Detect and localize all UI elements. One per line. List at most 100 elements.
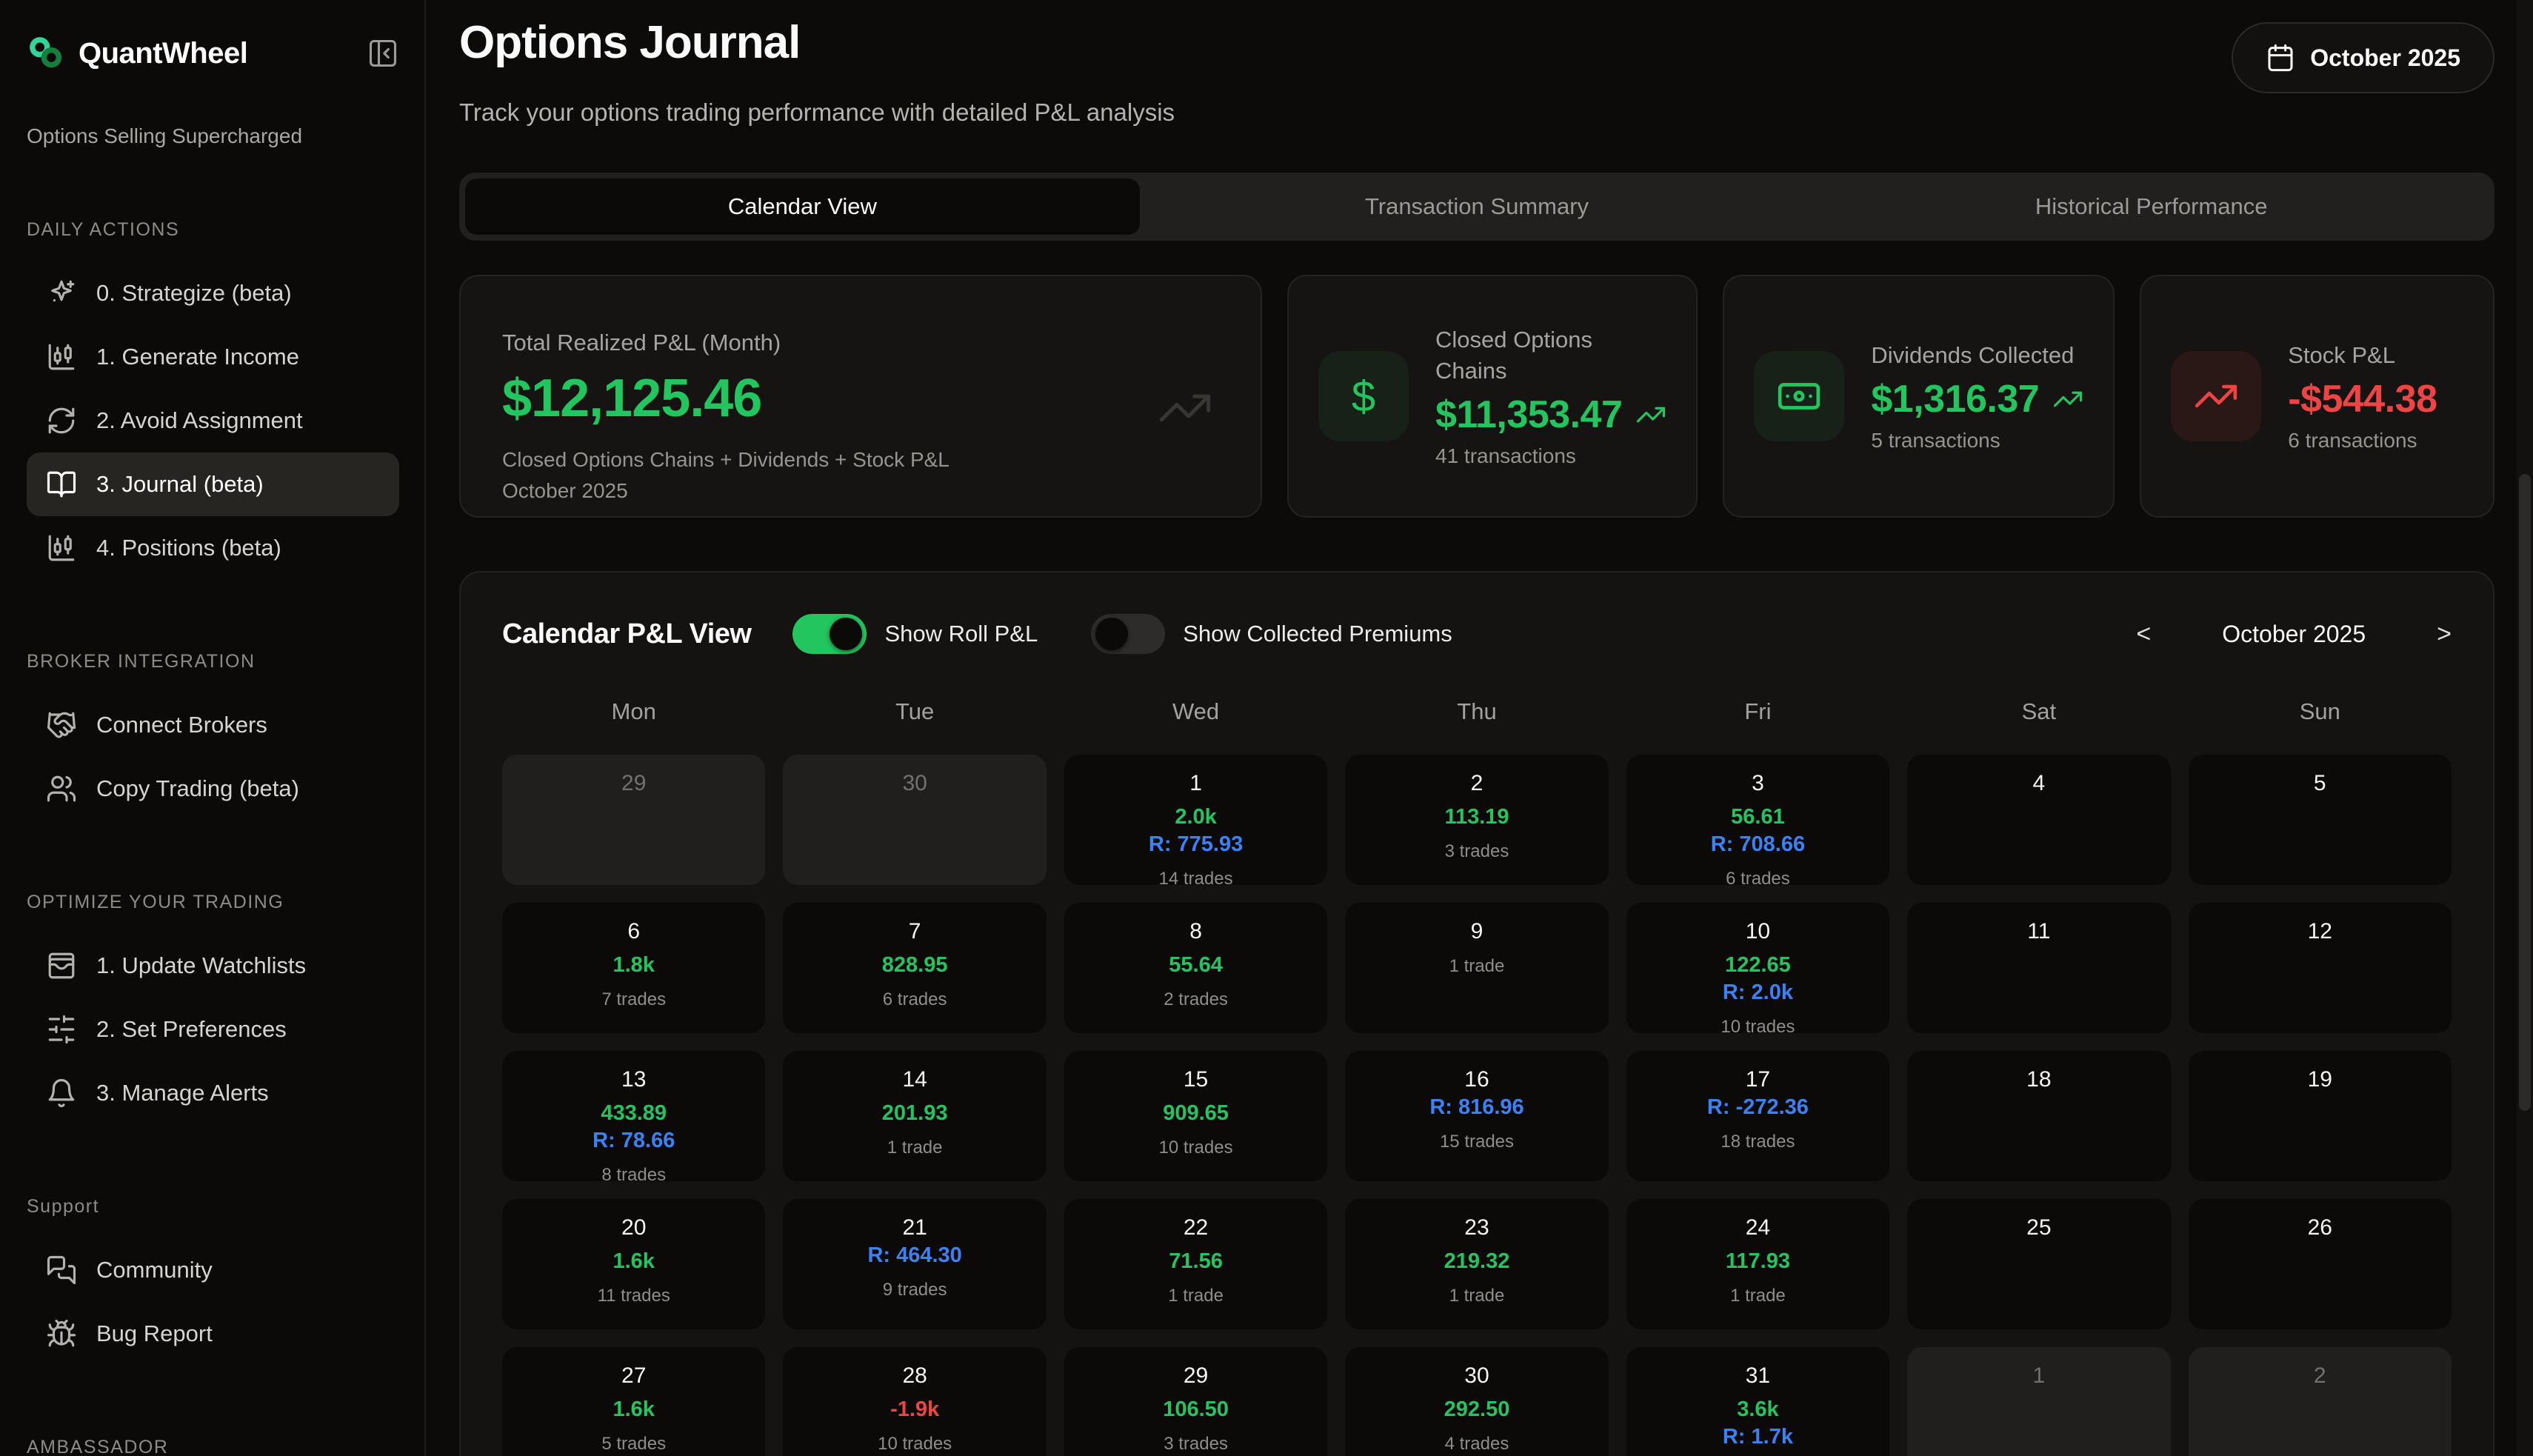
calendar-day-cell[interactable]: 2271.561 trade xyxy=(1064,1199,1327,1329)
calendar-day-cell[interactable]: 313.6kR: 1.7k18 trades xyxy=(1626,1347,1889,1456)
calendar-day-cell[interactable]: 201.6k11 trades xyxy=(502,1199,765,1329)
sidebar-item-connect-brokers[interactable]: Connect Brokers xyxy=(27,693,399,757)
calendar-day-cell[interactable]: 61.8k7 trades xyxy=(502,903,765,1033)
sidebar-item-3-journal-beta[interactable]: 3. Journal (beta) xyxy=(27,453,399,516)
day-trade-count: 5 trades xyxy=(601,1434,666,1455)
calendar-day-cell[interactable]: 21R: 464.309 trades xyxy=(783,1199,1046,1329)
day-number: 30 xyxy=(902,771,927,796)
day-number: 25 xyxy=(2026,1215,2051,1240)
calendar-day-cell[interactable]: 25 xyxy=(1907,1199,2170,1329)
sidebar-item-copy-trading-beta[interactable]: Copy Trading (beta) xyxy=(27,757,399,821)
day-number: 7 xyxy=(909,919,921,944)
calendar-day-cell[interactable]: 17R: -272.3618 trades xyxy=(1626,1051,1889,1181)
calendar-day-cell[interactable]: 14201.931 trade xyxy=(783,1051,1046,1181)
page-header-text: Options Journal Track your options tradi… xyxy=(459,16,1175,127)
day-number: 29 xyxy=(1184,1363,1208,1389)
day-roll-pnl: R: 816.96 xyxy=(1429,1095,1524,1120)
calendar-day-cell[interactable]: 24117.931 trade xyxy=(1626,1199,1889,1329)
toggle-show-collected-premiums[interactable]: Show Collected Premiums xyxy=(1091,614,1452,654)
calendar-day-cell[interactable]: 4 xyxy=(1907,755,2170,885)
sidebar-item-community[interactable]: Community xyxy=(27,1238,399,1302)
candlestick-chart-icon xyxy=(46,532,77,564)
sidebar-item-label: Community xyxy=(96,1257,213,1283)
sidebar-collapse-button[interactable] xyxy=(367,37,399,70)
day-number: 24 xyxy=(1746,1215,1770,1240)
day-trade-count: 14 trades xyxy=(1159,869,1233,889)
calendar-day-cell[interactable]: 356.61R: 708.666 trades xyxy=(1626,755,1889,885)
sidebar-item-label: 3. Journal (beta) xyxy=(96,471,264,498)
day-pnl: 201.93 xyxy=(882,1101,948,1126)
day-number: 1 xyxy=(1189,771,1202,796)
calendar-day-cell[interactable]: 12.0kR: 775.9314 trades xyxy=(1064,755,1327,885)
calendar-day-cell[interactable]: 2 xyxy=(2189,1347,2452,1456)
total-pnl-desc: Closed Options Chains + Dividends + Stoc… xyxy=(502,448,1219,472)
calendar-day-cell[interactable]: 28-1.9k10 trades xyxy=(783,1347,1046,1456)
sidebar-section-broker-integration: BROKER INTEGRATIONConnect BrokersCopy Tr… xyxy=(27,651,399,821)
sidebar-item-4-positions-beta[interactable]: 4. Positions (beta) xyxy=(27,516,399,580)
toggle-switch[interactable] xyxy=(792,614,867,654)
stat-card-subtext: 6 transactions xyxy=(2288,429,2437,453)
calendar-day-cell[interactable]: 855.642 trades xyxy=(1064,903,1327,1033)
prev-month-button[interactable]: < xyxy=(2136,620,2151,649)
sidebar-item-1-generate-income[interactable]: 1. Generate Income xyxy=(27,325,399,389)
app-root: QuantWheel Options Selling Supercharged … xyxy=(0,0,2533,1456)
calendar-day-cell[interactable]: 2113.193 trades xyxy=(1345,755,1608,885)
day-number: 26 xyxy=(2308,1215,2332,1240)
day-number: 17 xyxy=(1746,1067,1770,1092)
calendar-day-cell[interactable]: 26 xyxy=(2189,1199,2452,1329)
messages-icon xyxy=(46,1255,77,1286)
sidebar-item-label: Bug Report xyxy=(96,1320,213,1347)
toggle-switch[interactable] xyxy=(1091,614,1165,654)
calendar-day-cell[interactable]: 30292.504 trades xyxy=(1345,1347,1608,1456)
calendar-day-cell[interactable]: 271.6k5 trades xyxy=(502,1347,765,1456)
month-nav-label: October 2025 xyxy=(2222,621,2366,648)
calendar-day-cell[interactable]: 16R: 816.9615 trades xyxy=(1345,1051,1608,1181)
calendar-day-cell[interactable]: 5 xyxy=(2189,755,2452,885)
page-header: Options Journal Track your options tradi… xyxy=(459,16,2494,127)
day-pnl: 909.65 xyxy=(1163,1101,1229,1126)
tab-transaction-summary[interactable]: Transaction Summary xyxy=(1140,178,1815,235)
calendar-day-cell[interactable]: 12 xyxy=(2189,903,2452,1033)
calendar-day-cell[interactable]: 1 xyxy=(1907,1347,2170,1456)
scrollbar-thumb[interactable] xyxy=(2519,474,2531,1111)
trending-up-icon xyxy=(1157,380,1213,440)
calendar-day-cell[interactable]: 18 xyxy=(1907,1051,2170,1181)
weekday-thu: Thu xyxy=(1345,698,1608,725)
day-roll-pnl: R: -272.36 xyxy=(1707,1095,1809,1120)
day-trade-count: 4 trades xyxy=(1445,1434,1509,1455)
calendar-day-cell[interactable]: 29 xyxy=(502,755,765,885)
calendar-day-cell[interactable]: 13433.89R: 78.668 trades xyxy=(502,1051,765,1181)
day-number: 10 xyxy=(1746,919,1770,944)
calendar-day-cell[interactable]: 19 xyxy=(2189,1051,2452,1181)
calendar-day-cell[interactable]: 91 trade xyxy=(1345,903,1608,1033)
day-number: 16 xyxy=(1464,1067,1489,1092)
calendar-day-cell[interactable]: 15909.6510 trades xyxy=(1064,1051,1327,1181)
calendar-day-cell[interactable]: 10122.65R: 2.0k10 trades xyxy=(1626,903,1889,1033)
calendar-day-cell[interactable]: 29106.503 trades xyxy=(1064,1347,1327,1456)
day-number: 23 xyxy=(1464,1215,1489,1240)
calendar-day-cell[interactable]: 23219.321 trade xyxy=(1345,1199,1608,1329)
sidebar-item-2-avoid-assignment[interactable]: 2. Avoid Assignment xyxy=(27,389,399,453)
total-pnl-period: October 2025 xyxy=(502,479,1219,503)
sidebar-item-1-update-watchlists[interactable]: 1. Update Watchlists xyxy=(27,934,399,998)
calendar-day-cell[interactable]: 11 xyxy=(1907,903,2170,1033)
sidebar-item-0-strategize-beta[interactable]: 0. Strategize (beta) xyxy=(27,261,399,325)
month-picker-button[interactable]: October 2025 xyxy=(2232,22,2494,93)
day-number: 2 xyxy=(2314,1363,2326,1389)
page-scrollbar[interactable] xyxy=(2517,0,2533,1456)
calendar-day-cell[interactable]: 7828.956 trades xyxy=(783,903,1046,1033)
sidebar-item-3-manage-alerts[interactable]: 3. Manage Alerts xyxy=(27,1061,399,1125)
day-pnl: 433.89 xyxy=(601,1101,667,1126)
next-month-button[interactable]: > xyxy=(2437,620,2452,649)
sidebar-tagline: Options Selling Supercharged xyxy=(27,124,399,148)
calendar-day-cell[interactable]: 30 xyxy=(783,755,1046,885)
tab-historical-performance[interactable]: Historical Performance xyxy=(1814,178,2489,235)
toggle-show-roll-p-l[interactable]: Show Roll P&L xyxy=(792,614,1038,654)
sidebar-item-bug-report[interactable]: Bug Report xyxy=(27,1302,399,1366)
sidebar-section-optimize-your-trading: OPTIMIZE YOUR TRADING1. Update Watchlist… xyxy=(27,892,399,1125)
sidebar-item-2-set-preferences[interactable]: 2. Set Preferences xyxy=(27,998,399,1061)
day-pnl: 113.19 xyxy=(1444,805,1509,829)
day-number: 20 xyxy=(621,1215,646,1240)
tab-calendar-view[interactable]: Calendar View xyxy=(465,178,1140,235)
day-roll-pnl: R: 1.7k xyxy=(1723,1425,1793,1449)
